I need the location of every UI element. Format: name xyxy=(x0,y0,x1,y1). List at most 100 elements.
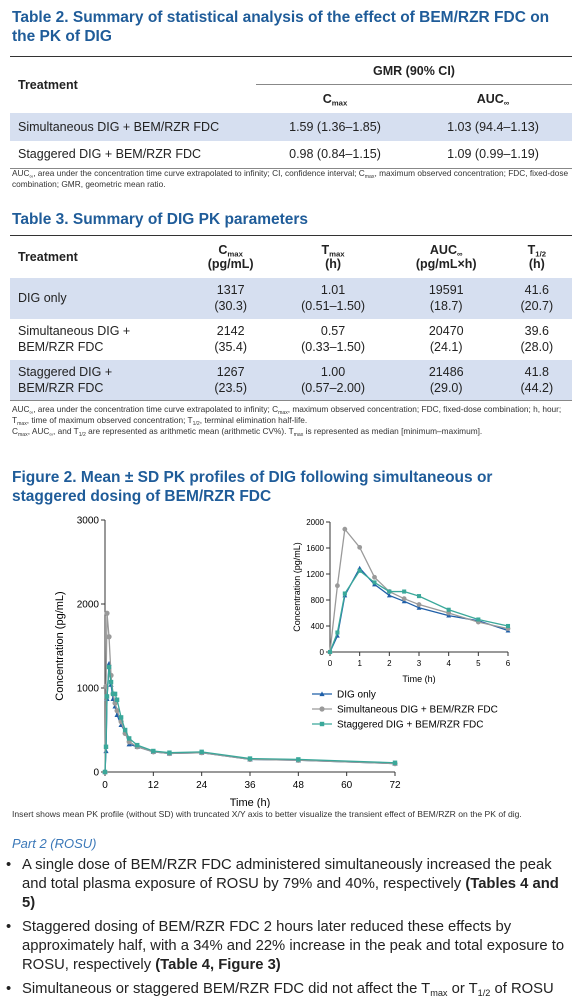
y-axis-label: Concentration (pg/mL) xyxy=(292,542,302,632)
marker xyxy=(357,544,363,550)
cell-line: (23.5) xyxy=(214,380,247,395)
marker xyxy=(416,605,422,610)
text-run: T xyxy=(527,242,536,257)
marker xyxy=(122,727,128,733)
cell: DIG only xyxy=(10,277,186,319)
cell: 1.09 (0.99–1.19) xyxy=(447,147,539,162)
marker xyxy=(103,744,109,750)
cell: 2142 (35.4) xyxy=(186,319,275,360)
footnote: AUC∞, area under the concentration time … xyxy=(12,168,572,190)
cell: 1267 (23.5) xyxy=(186,359,276,401)
cell: 1317 (30.3) xyxy=(186,277,276,319)
marker xyxy=(106,634,112,640)
text-run: of ROSU xyxy=(490,981,554,997)
cell: Simultaneous DIG + BEM/RZR FDC xyxy=(18,324,131,354)
marker xyxy=(327,649,333,655)
y-tick-label: 800 xyxy=(311,596,325,605)
y-tick-label: 1600 xyxy=(306,544,324,553)
cell: 19591 (18.7) xyxy=(390,277,502,319)
marker xyxy=(106,664,112,670)
header-unit: (pg/mL×h) xyxy=(415,256,477,271)
x-axis-label: Time (h) xyxy=(230,797,271,808)
header: Treatment xyxy=(18,77,78,92)
cell: 41.6 (20.7) xyxy=(501,277,572,319)
cell: 20470 (24.1) xyxy=(391,319,502,360)
legend-label: DIG only xyxy=(337,690,376,701)
x-tick-label: 5 xyxy=(476,659,481,668)
text-run: A single dose of BEM/RZR FDC administere… xyxy=(22,857,552,892)
header: Cmax (pg/mL) xyxy=(186,236,275,278)
cell: Staggered DIG + BEM/RZR FDC xyxy=(10,359,186,401)
marker xyxy=(335,583,340,589)
header-unit: (pg/mL) xyxy=(207,256,254,271)
cell-line: (30.3) xyxy=(214,299,247,313)
header-label: Tmax xyxy=(283,242,382,258)
marker xyxy=(372,580,377,585)
subscript: max xyxy=(17,420,27,427)
cell-line: (24.1) xyxy=(429,340,463,354)
header: T1/2 (h) xyxy=(502,236,572,278)
cell-line: 2142 xyxy=(216,324,245,338)
figure-title: Figure 2. Mean ± SD PK profiles of DIG f… xyxy=(12,469,493,505)
cell-line: (20.7) xyxy=(520,299,554,313)
x-tick-label: 0 xyxy=(328,659,333,668)
text-run: is represented as median [minimum–maximu… xyxy=(303,426,483,436)
y-tick-label: 0 xyxy=(93,768,99,779)
marker xyxy=(104,610,110,616)
cell: 21486 (29.0) xyxy=(390,359,502,401)
cell-line: (28.0) xyxy=(520,340,554,354)
subscript: max xyxy=(278,409,288,416)
series-line xyxy=(104,613,396,773)
table2-title: Table 2. Summary of statistical analysis… xyxy=(12,9,550,45)
bullet: A single dose of BEM/RZR FDC administere… xyxy=(0,856,570,913)
bold-text: (Table 4, Figure 3) xyxy=(155,957,281,973)
subscript: max xyxy=(227,249,243,259)
header-label: T1/2 xyxy=(510,242,564,258)
legend-label: Staggered DIG + BEM/RZR FDC xyxy=(337,720,483,731)
cell: Simultaneous DIG + BEM/RZR FDC xyxy=(10,112,256,141)
series-line xyxy=(329,527,509,653)
x-tick-label: 2 xyxy=(387,659,392,668)
cell: 1.01 (0.51–1.50) xyxy=(275,277,391,319)
marker xyxy=(151,748,156,754)
cell-line: 21486 xyxy=(428,364,464,379)
legend-label: Simultaneous DIG + BEM/RZR FDC xyxy=(337,705,498,716)
marker xyxy=(126,736,132,741)
text-run: C xyxy=(322,91,332,106)
x-tick-label: 60 xyxy=(341,780,353,791)
cell: 41.8 (44.2) xyxy=(501,359,572,401)
marker xyxy=(199,749,204,755)
table3: Treatment Cmax (pg/mL) Tmax (h) AUC∞ (pg/mL×h)… xyxy=(10,235,572,401)
section-heading: Part 2 (ROSU) xyxy=(12,836,97,851)
marker xyxy=(247,756,253,761)
cell: 0.98 (0.84–1.15) xyxy=(289,147,381,162)
marker xyxy=(108,679,114,685)
text-run: T xyxy=(321,242,330,257)
x-tick-label: 72 xyxy=(389,780,401,791)
cell: 39.6 (28.0) xyxy=(502,319,572,360)
y-axis-label: Concentration (pg/mL) xyxy=(54,591,66,700)
x-tick-label: 0 xyxy=(102,780,108,791)
marker xyxy=(319,721,325,727)
x-tick-label: 36 xyxy=(244,780,256,791)
text-run: C xyxy=(12,426,18,436)
header: Treatment xyxy=(18,249,78,264)
text-run: AUC xyxy=(476,91,504,106)
footnote: AUC∞, area under the concentration time … xyxy=(12,404,572,437)
x-tick-label: 12 xyxy=(148,780,160,791)
subscript: 1/2 xyxy=(78,431,86,438)
text-run: , area under the concentration time curv… xyxy=(33,404,279,414)
text-run: , terminal elimination half-life. xyxy=(199,415,308,425)
subscript: ∞ xyxy=(29,173,34,180)
cell-line: 1.01 xyxy=(320,283,346,297)
x-tick-label: 4 xyxy=(446,659,451,668)
text-run: , and T xyxy=(53,426,79,436)
marker xyxy=(319,706,325,712)
cell-line: (0.57–2.00) xyxy=(301,380,366,395)
marker xyxy=(102,769,108,775)
cell-line: 1267 xyxy=(216,364,245,379)
y-tick-label: 2000 xyxy=(77,600,100,611)
series-line xyxy=(104,663,396,773)
subscript: ∞ xyxy=(457,249,463,259)
